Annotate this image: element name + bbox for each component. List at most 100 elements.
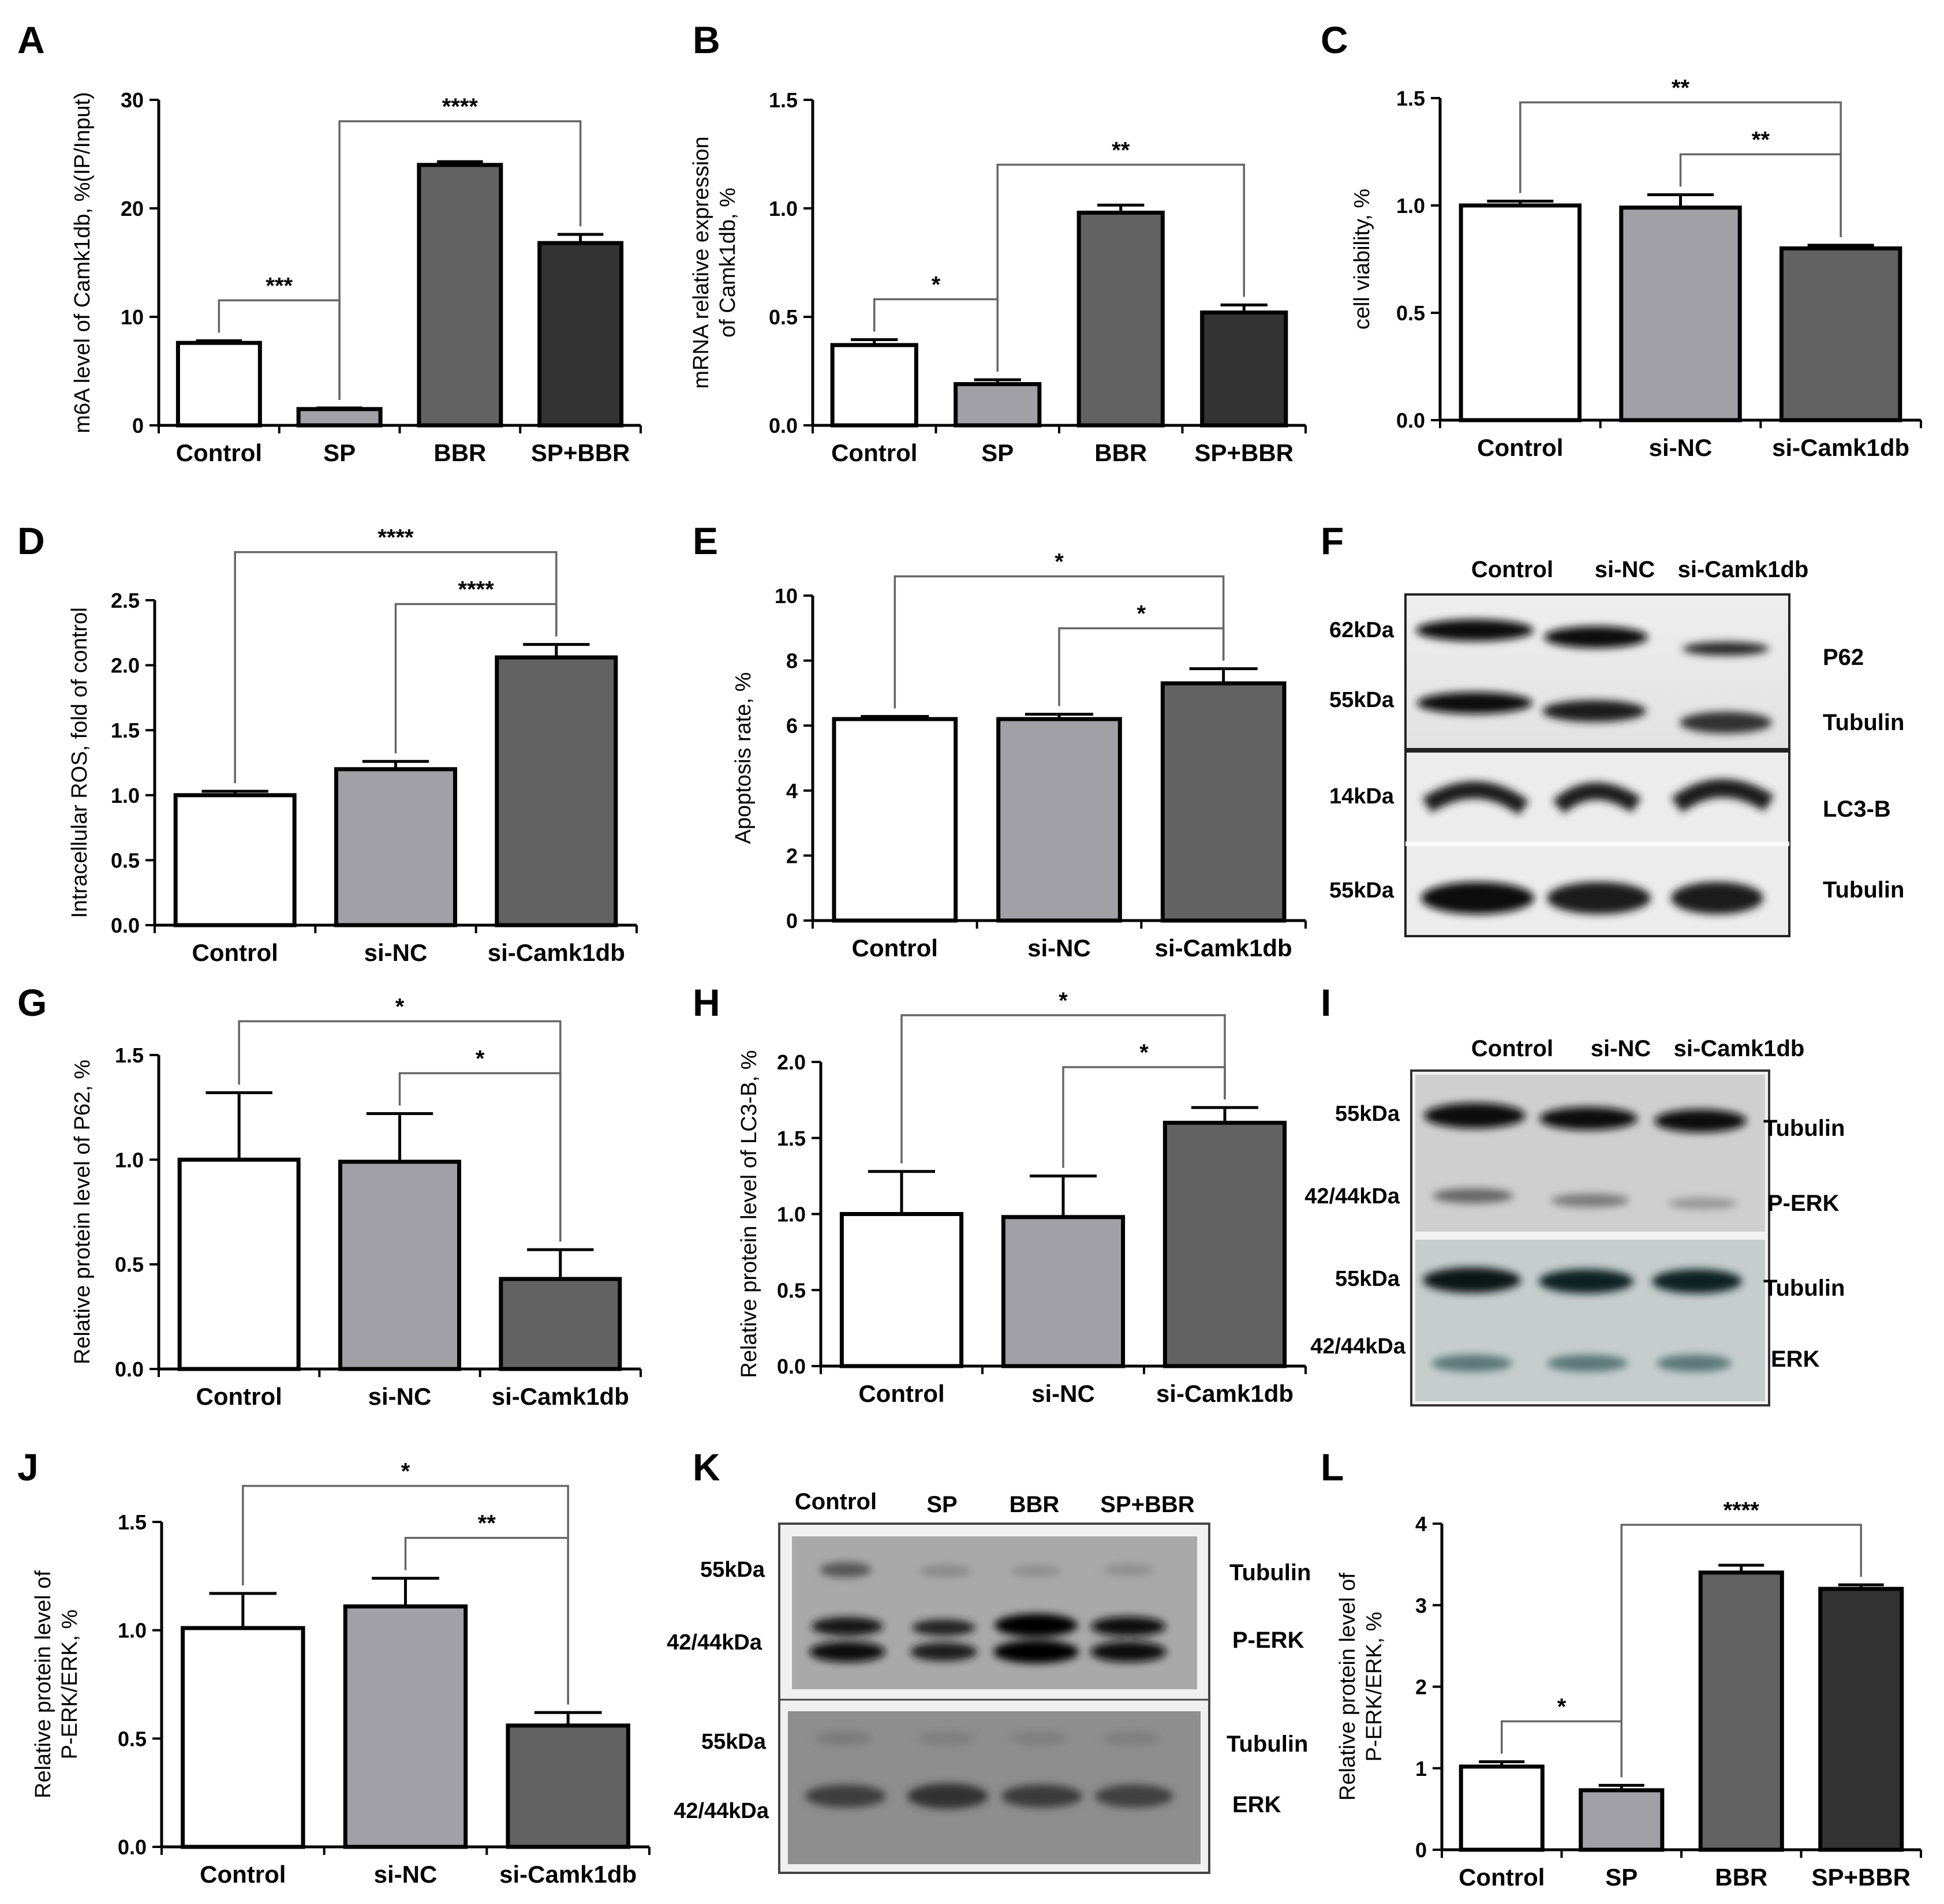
band-tubulin-i2-si-nc: [1539, 1269, 1633, 1293]
band-lc3b-si-camk1db: [1671, 779, 1774, 813]
blot-i-membrane-bottom: [1415, 1240, 1765, 1401]
band-tubulin-k1-control: [820, 1562, 872, 1577]
band-tubulin-f1-si-nc: [1542, 700, 1646, 722]
y-tick-label-g-1: 0.5: [115, 1253, 144, 1277]
band-perk-i-si-camk1db: [1668, 1198, 1737, 1209]
significance-label-a-0: ***: [266, 273, 293, 298]
western-blot-k: Control SP BBR SP+BBR: [667, 1489, 1311, 1874]
band-erk-i-si-nc: [1547, 1355, 1628, 1372]
blot-f-protein-tubulin-2: Tubulin: [1823, 877, 1904, 903]
band-tubulin-k1-sp: [919, 1565, 971, 1577]
y-tick-label-e-0: 0: [786, 909, 798, 933]
bar-c-control: [1459, 203, 1582, 422]
band-erk-i-control: [1431, 1355, 1512, 1372]
blot-i-lane-label-control: Control: [1471, 1036, 1553, 1061]
blot-f-kda-1: 62kDa: [1329, 618, 1395, 642]
y-axis-label-b-0: mRNA relative expression: [689, 136, 713, 388]
significance-label-e-0: *: [1137, 601, 1146, 627]
band-tubulin-i2-si-camk1db: [1652, 1269, 1742, 1293]
significance-label-g-0: *: [476, 1046, 485, 1072]
blot-k-lane-label-sp-bbr: SP+BBR: [1100, 1492, 1194, 1517]
chart-l: Control SP BBR SP+BBR 0 1 2 3 4 Relative protein …: [1336, 1498, 1922, 1891]
blot-k-lane-label-control: Control: [795, 1489, 877, 1514]
band-tubulin-i1-si-camk1db: [1654, 1109, 1747, 1132]
significance-bracket-b-1: [996, 163, 1245, 372]
significance-bracket-l-1: [1620, 1524, 1862, 1778]
x-tick-label-b-1: SP: [981, 439, 1014, 466]
y-axis-label-l-1: P-ERK/ERK, %: [1362, 1612, 1386, 1762]
panel-letter-c: C: [1321, 18, 1348, 61]
y-tick-label-l-0: 0: [1415, 1838, 1427, 1862]
chart-c: Control si-NC si-Camk1db 0.0 0.5 1.0 1.5 cell v…: [1350, 75, 1922, 461]
significance-bracket-g-1: [238, 1020, 562, 1242]
panel-letter-g: G: [17, 981, 47, 1024]
x-tick-label-l-3: SP+BBR: [1811, 1864, 1911, 1891]
blot-k-lane-label-bbr: BBR: [1010, 1492, 1060, 1517]
bar-l-sp-bbr: [1818, 1587, 1904, 1852]
x-tick-label-g-1: si-NC: [368, 1383, 432, 1410]
y-tick-label-c-2: 1.0: [1396, 194, 1425, 218]
blot-f-lane-label-si-nc: si-NC: [1595, 557, 1655, 582]
panel-letter-h: H: [693, 981, 720, 1024]
y-tick-label-b-1: 0.5: [769, 305, 798, 329]
y-tick-label-e-5: 10: [775, 584, 798, 608]
x-tick-label-g-0: Control: [196, 1383, 282, 1410]
y-axis-label-l-0: Relative protein level of: [1336, 1573, 1360, 1801]
bar-l-bbr: [1698, 1570, 1784, 1852]
y-tick-label-j-1: 0.5: [118, 1727, 147, 1750]
chart-e: Control si-NC si-Camk1db 0 2 4 6 8 10 Apoptosis r…: [731, 549, 1307, 962]
y-axis-label-h: Relative protein level of LC3-B, %: [737, 1050, 761, 1378]
significance-label-d-0: ****: [458, 577, 495, 603]
bar-j-control: [181, 1626, 305, 1849]
significance-label-e-1: *: [1055, 549, 1064, 575]
x-tick-label-a-0: Control: [176, 439, 262, 466]
bar-d-si-nc: [334, 767, 457, 927]
bar-a-control: [175, 341, 262, 428]
band-p62-si-camk1db: [1683, 642, 1769, 656]
band-lc3b-si-nc: [1553, 782, 1642, 814]
blot-f-lane-label-control: Control: [1471, 557, 1553, 582]
bar-b-control: [830, 343, 918, 428]
panel-letter-i: I: [1321, 981, 1331, 1024]
x-tick-label-h-0: Control: [858, 1380, 944, 1407]
bar-l-sp: [1579, 1788, 1665, 1852]
blot-f-lane-label-si-camk1db: si-Camk1db: [1678, 557, 1809, 582]
bar-h-si-nc: [1001, 1215, 1126, 1368]
y-tick-label-l-2: 2: [1415, 1675, 1427, 1699]
x-tick-label-j-1: si-NC: [374, 1861, 438, 1888]
x-tick-label-b-0: Control: [831, 439, 917, 466]
band-tubulin-i2-control: [1423, 1267, 1521, 1293]
bar-a-bbr: [417, 163, 503, 428]
x-tick-label-d-1: si-NC: [364, 939, 428, 966]
bar-e-control: [832, 717, 958, 923]
y-tick-label-c-0: 0.0: [1396, 409, 1425, 432]
y-tick-label-e-4: 8: [786, 649, 798, 673]
band-tubulin-f2-si-camk1db: [1671, 882, 1763, 914]
y-tick-label-e-3: 6: [786, 714, 798, 738]
blot-k-protein-erk: ERK: [1232, 1792, 1281, 1817]
y-tick-label-h-3: 1.5: [777, 1127, 806, 1150]
blot-f-protein-p62: P62: [1823, 645, 1864, 670]
x-tick-label-b-2: BBR: [1094, 439, 1147, 466]
significance-label-g-1: *: [395, 994, 405, 1020]
blot-k-kda-1: 55kDa: [700, 1558, 765, 1582]
y-tick-label-h-4: 2.0: [777, 1050, 806, 1074]
chart-a: Control SP BBR SP+BBR 0 10 20 30 m6A level of Ca…: [70, 88, 642, 466]
significance-bracket-j-1: [242, 1484, 569, 1705]
significance-bracket-h-1: [900, 1014, 1226, 1164]
panel-letter-k: K: [693, 1446, 720, 1488]
significance-label-h-0: *: [1139, 1040, 1149, 1065]
y-tick-label-j-0: 0.0: [118, 1835, 147, 1859]
bar-a-sp: [296, 407, 383, 428]
band-tubulin-k2-sp-bbr: [1102, 1731, 1160, 1745]
bar-b-bbr: [1076, 211, 1165, 428]
bar-j-si-camk1db: [506, 1723, 630, 1849]
chart-b: Control SP BBR SP+BBR 0.0 0.5 1.0 1.5 mRNA relat…: [689, 88, 1307, 466]
y-tick-label-a-2: 20: [121, 197, 144, 220]
significance-label-l-0: *: [1557, 1694, 1567, 1719]
blot-k-kda-4: 42/44kDa: [674, 1799, 769, 1823]
band-perk-k-lower-sp: [910, 1643, 977, 1661]
x-tick-label-c-1: si-NC: [1649, 434, 1713, 461]
y-tick-label-h-1: 0.5: [777, 1278, 806, 1302]
blot-i-kda-4: 42/44kDa: [1310, 1334, 1406, 1359]
